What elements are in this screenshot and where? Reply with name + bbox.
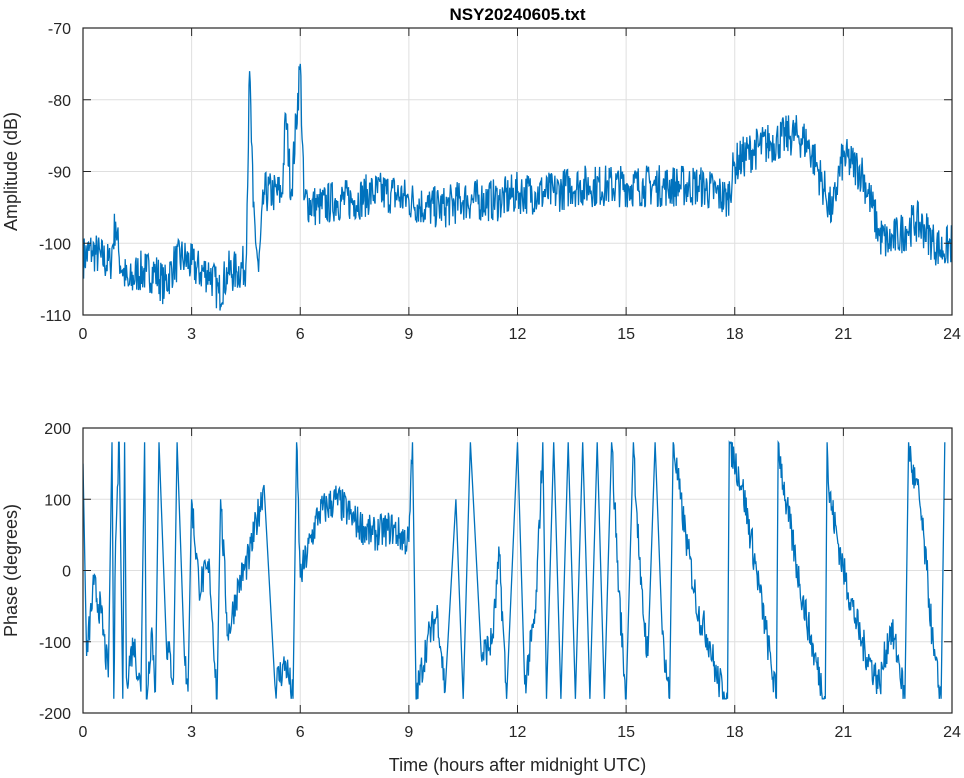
x-axis-label: Time (hours after midnight UTC) <box>389 755 646 775</box>
y-axis-label: Phase (degrees) <box>1 504 21 637</box>
y-tick-label: -80 <box>48 93 71 110</box>
y-tick-label: 100 <box>44 492 71 509</box>
axes-2: 0 3 6 9 12 15 18 21 24 200 100 0 -100 -200 Phase (degr… <box>1 421 961 775</box>
y-tick-label: -100 <box>39 635 71 652</box>
data-series-line <box>83 63 952 311</box>
x-tick-label: 0 <box>79 326 88 343</box>
y-tick-label: -100 <box>39 236 71 253</box>
x-tick-label: 12 <box>509 326 527 343</box>
y-axis-label: Amplitude (dB) <box>1 112 21 231</box>
x-tick-label: 3 <box>187 724 196 741</box>
x-tick-label: 9 <box>404 724 413 741</box>
x-tick-label: 6 <box>296 326 305 343</box>
x-tick-label: 21 <box>834 724 852 741</box>
y-tick-label: -200 <box>39 706 71 723</box>
x-tick-label: 18 <box>726 724 744 741</box>
axes-1: 0 3 6 9 12 15 18 21 24 -70 -80 -90 -100 -110 Amplitude… <box>1 5 961 343</box>
data-series-line <box>83 439 946 700</box>
x-tick-label: 15 <box>617 326 635 343</box>
chart-title: NSY20240605.txt <box>449 5 585 24</box>
x-tick-label: 24 <box>943 326 961 343</box>
x-tick-label: 3 <box>187 326 196 343</box>
x-tick-label: 6 <box>296 724 305 741</box>
x-tick-label: 15 <box>617 724 635 741</box>
x-tick-label: 21 <box>834 326 852 343</box>
x-tick-label: 9 <box>404 326 413 343</box>
y-tick-label: 0 <box>62 564 71 581</box>
y-tick-label: 200 <box>44 421 71 438</box>
y-tick-label: -70 <box>48 21 71 38</box>
y-tick-label: -90 <box>48 165 71 182</box>
y-tick-label: -110 <box>40 308 71 325</box>
x-tick-label: 24 <box>943 724 961 741</box>
x-tick-label: 12 <box>509 724 527 741</box>
x-tick-label: 0 <box>79 724 88 741</box>
x-tick-label: 18 <box>726 326 744 343</box>
